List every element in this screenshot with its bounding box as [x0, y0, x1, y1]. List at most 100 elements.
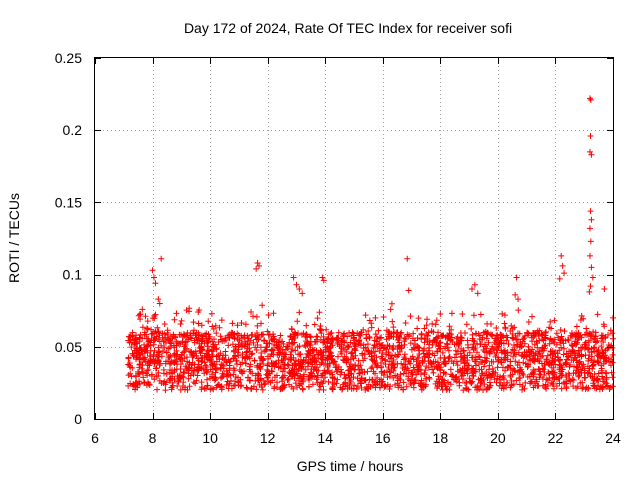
x-tick-label: 8 — [149, 430, 157, 446]
data-point — [451, 354, 458, 361]
data-point — [417, 380, 424, 387]
data-point — [218, 317, 225, 324]
data-point — [327, 349, 334, 356]
data-point — [595, 359, 602, 366]
data-point — [131, 347, 138, 354]
data-point — [540, 382, 547, 389]
x-tick-label: 12 — [260, 430, 276, 446]
data-point — [520, 335, 527, 342]
data-point — [474, 340, 481, 347]
data-point — [516, 381, 523, 388]
data-point — [519, 336, 526, 343]
data-point — [580, 361, 587, 368]
data-point — [334, 353, 341, 360]
data-point — [290, 339, 297, 346]
data-point — [548, 379, 555, 386]
data-point — [501, 320, 508, 327]
data-point — [357, 362, 364, 369]
data-point — [402, 320, 409, 327]
data-point — [392, 352, 399, 359]
data-point — [515, 307, 522, 314]
data-point — [302, 366, 309, 373]
data-point — [556, 347, 563, 354]
data-point — [158, 342, 165, 349]
data-point — [410, 330, 417, 337]
data-point — [448, 371, 455, 378]
data-point — [253, 329, 260, 336]
x-tick-label: 24 — [605, 430, 621, 446]
data-point — [398, 343, 405, 350]
data-point — [600, 378, 607, 385]
data-point — [209, 338, 216, 345]
data-point — [182, 363, 189, 370]
data-point — [130, 383, 137, 390]
data-point — [368, 324, 375, 331]
data-point — [390, 346, 397, 353]
data-point — [235, 352, 242, 359]
data-point — [127, 380, 134, 387]
data-point — [155, 369, 162, 376]
data-point — [331, 381, 338, 388]
data-point — [177, 374, 184, 381]
data-point — [600, 339, 607, 346]
data-point — [351, 345, 358, 352]
data-point — [477, 382, 484, 389]
data-point — [128, 344, 135, 351]
data-point — [494, 364, 501, 371]
data-point — [583, 325, 590, 332]
data-point — [426, 375, 433, 382]
data-point — [268, 363, 275, 370]
data-point — [508, 377, 515, 384]
data-point — [569, 348, 576, 355]
data-point — [163, 379, 170, 386]
data-point — [288, 325, 295, 332]
data-point — [258, 320, 265, 327]
data-point — [195, 308, 202, 315]
data-point — [428, 328, 435, 335]
data-point — [416, 351, 423, 358]
data-point — [584, 385, 591, 392]
data-point — [240, 368, 247, 375]
data-point — [581, 341, 588, 348]
data-point — [428, 360, 435, 367]
data-point — [243, 349, 250, 356]
data-point — [525, 362, 532, 369]
data-point — [563, 384, 570, 391]
data-point — [446, 330, 453, 337]
data-point — [269, 346, 276, 353]
data-point — [481, 341, 488, 348]
data-point — [590, 377, 597, 384]
data-point — [609, 351, 616, 358]
data-point — [415, 354, 422, 361]
data-point — [184, 386, 191, 393]
data-point — [177, 354, 184, 361]
data-point — [248, 308, 255, 315]
data-point — [187, 372, 194, 379]
data-point — [158, 255, 165, 262]
data-point — [590, 336, 597, 343]
data-point — [557, 327, 564, 334]
data-point — [433, 378, 440, 385]
data-point — [493, 379, 500, 386]
data-point — [499, 310, 506, 317]
data-point — [372, 378, 379, 385]
data-point — [547, 318, 554, 325]
data-point — [139, 306, 146, 313]
data-point — [452, 347, 459, 354]
data-point — [398, 329, 405, 336]
data-point — [421, 325, 428, 332]
data-point — [211, 377, 218, 384]
data-point — [233, 358, 240, 365]
data-point — [558, 366, 565, 373]
data-point — [235, 346, 242, 353]
data-point — [258, 383, 265, 390]
data-point — [140, 355, 147, 362]
data-point — [409, 369, 416, 376]
data-point — [576, 372, 583, 379]
data-point — [348, 385, 355, 392]
data-point — [541, 368, 548, 375]
data-point — [488, 374, 495, 381]
data-point — [127, 370, 134, 377]
data-point — [507, 372, 514, 379]
data-point — [202, 362, 209, 369]
